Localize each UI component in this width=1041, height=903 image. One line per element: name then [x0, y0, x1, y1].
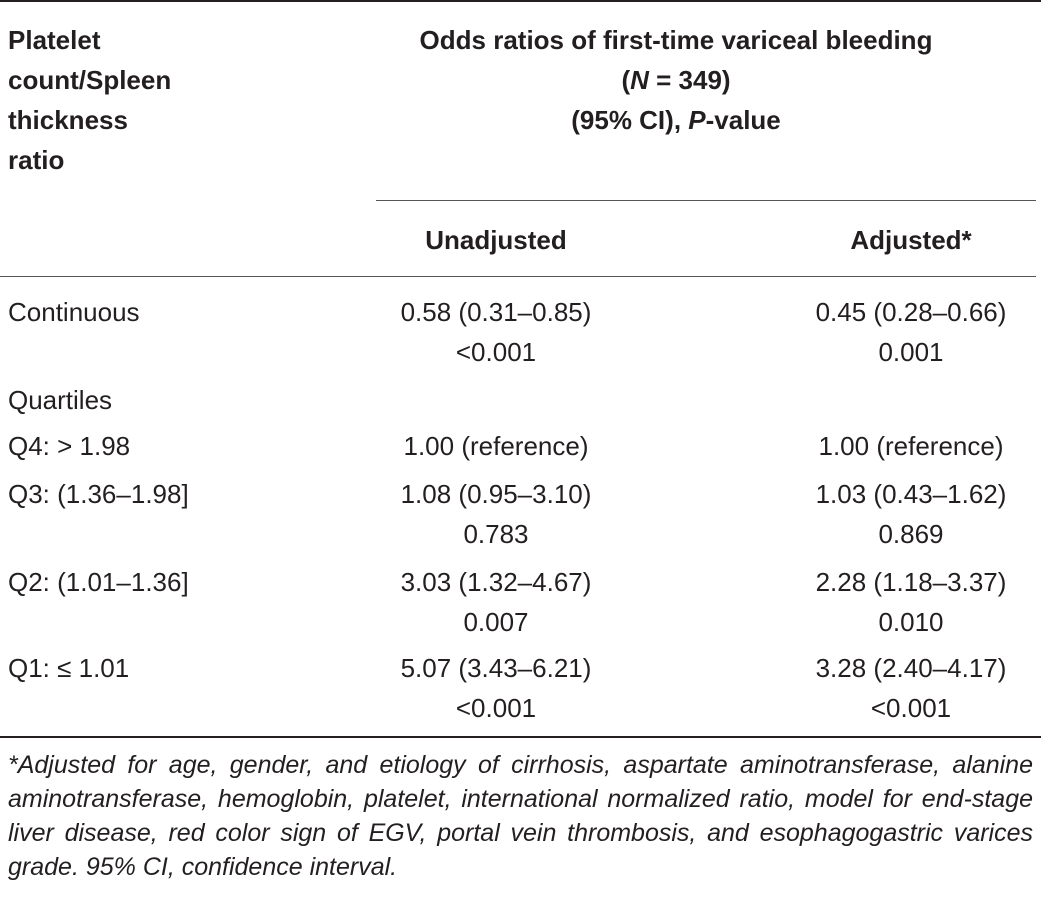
cell-q1-adjusted: 3.28 (2.40–4.17): [815, 653, 1007, 683]
p-rest: -value: [705, 105, 781, 135]
cell-q1-adjusted-p: <0.001: [870, 693, 952, 723]
p-variable: P: [688, 105, 706, 135]
cell-q4-unadjusted: 1.00 (reference): [403, 431, 589, 461]
cell-q2-adjusted: 2.28 (1.18–3.37): [815, 567, 1007, 597]
cell-q3-adjusted-p: 0.869: [878, 519, 944, 549]
row-label-q1: Q1: ≤ 1.01: [8, 653, 130, 683]
cell-q4-adjusted: 1.00 (reference): [818, 431, 1004, 461]
cell-q3-adjusted: 1.03 (0.43–1.62): [815, 479, 1007, 509]
cell-q2-adjusted-p: 0.010: [878, 607, 944, 637]
group-header-rule: [376, 200, 1036, 201]
cell-q2-unadjusted: 3.03 (1.32–4.67): [400, 567, 592, 597]
cell-continuous-unadjusted: 0.58 (0.31–0.85): [400, 297, 592, 327]
n-rest: = 349): [648, 65, 731, 95]
row-label-continuous: Continuous: [8, 297, 140, 327]
group-header-sample-size: (N = 349): [376, 60, 976, 100]
n-open: (: [621, 65, 631, 95]
cell-continuous-adjusted-p: 0.001: [878, 337, 944, 367]
cell-q1-unadjusted: 5.07 (3.43–6.21): [400, 653, 592, 683]
row-label-q4: Q4: > 1.98: [8, 431, 131, 461]
cell-q1-unadjusted-p: <0.001: [455, 693, 537, 723]
ci-prefix: (95% CI),: [571, 105, 689, 135]
row-header-line-4: ratio: [8, 145, 65, 175]
n-variable: N: [630, 65, 649, 95]
row-label-q3: Q3: (1.36–1.98]: [8, 479, 189, 509]
row-header-line-1: Platelet: [8, 25, 101, 55]
table-bottom-rule: [0, 736, 1041, 738]
cell-q3-unadjusted-p: 0.783: [463, 519, 529, 549]
table-footnote: *Adjusted for age, gender, and etiology …: [8, 751, 1033, 881]
row-label-quartiles: Quartiles: [8, 385, 113, 415]
column-header-unadjusted: Unadjusted: [425, 225, 567, 255]
cell-continuous-adjusted: 0.45 (0.28–0.66): [815, 297, 1007, 327]
row-header-line-2: count/Spleen: [8, 65, 172, 95]
cell-q2-unadjusted-p: 0.007: [463, 607, 529, 637]
column-header-rule: [0, 276, 1036, 277]
cell-q3-unadjusted: 1.08 (0.95–3.10): [400, 479, 592, 509]
row-header-line-3: thickness: [8, 105, 128, 135]
cell-continuous-unadjusted-p: <0.001: [455, 337, 537, 367]
group-header-ci-pvalue: (95% CI), P-value: [376, 100, 976, 140]
column-header-adjusted: Adjusted*: [850, 225, 972, 255]
group-header-line-1: Odds ratios of first-time variceal bleed…: [419, 25, 933, 55]
row-label-q2: Q2: (1.01–1.36]: [8, 567, 189, 597]
table-top-rule: [0, 0, 1041, 2]
